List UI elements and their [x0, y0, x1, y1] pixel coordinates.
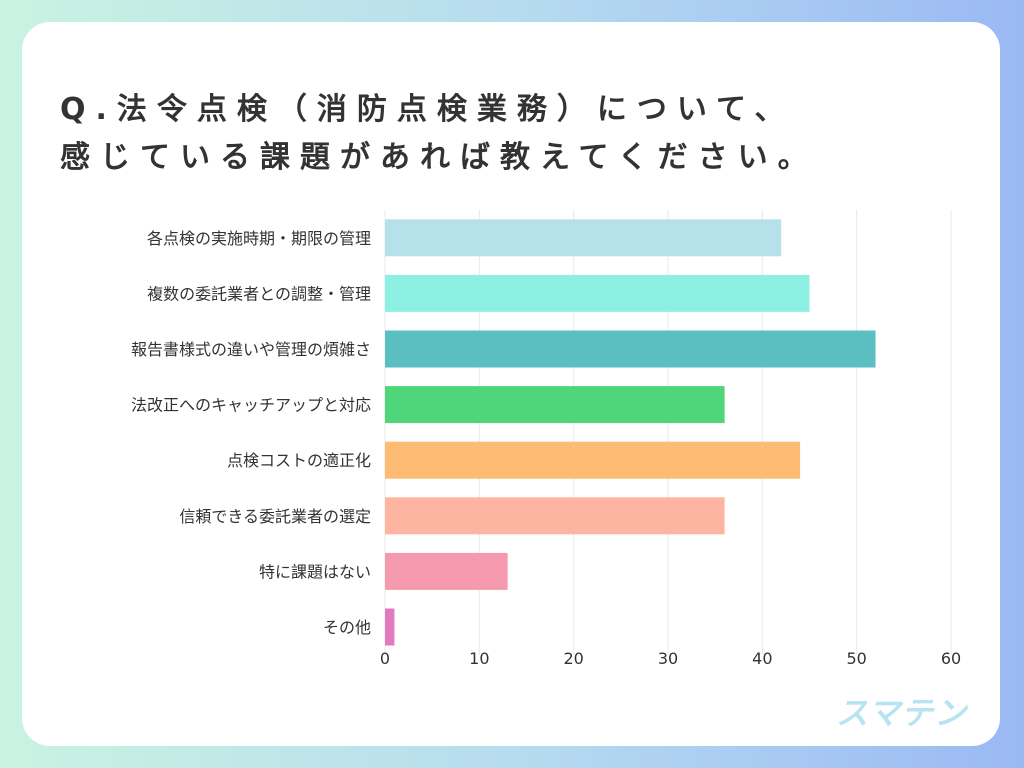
- bar: [385, 497, 725, 535]
- bar: [385, 441, 801, 479]
- category-label: 複数の委託業者との調整・管理: [147, 284, 371, 303]
- category-label: 法改正へのキャッチアップと対応: [131, 396, 371, 415]
- category-label: 信頼できる委託業者の選定: [179, 507, 371, 526]
- card-background: [22, 22, 1000, 746]
- x-tick-label: 40: [752, 649, 772, 668]
- bar: [385, 274, 810, 312]
- x-tick-label: 30: [658, 649, 678, 668]
- category-label: 報告書様式の違いや管理の煩雑さ: [131, 340, 371, 359]
- category-label: 点検コストの適正化: [227, 451, 371, 470]
- x-tick-label: 50: [846, 649, 866, 668]
- bar: [385, 552, 508, 590]
- category-label: 特に課題はない: [259, 562, 371, 581]
- bar: [385, 219, 782, 257]
- category-label: 各点検の実施時期・期限の管理: [147, 229, 371, 248]
- title-line-2: 感じている課題があれば教えてください。: [60, 140, 818, 175]
- x-tick-label: 0: [380, 649, 390, 668]
- title-line-1: Q.法令点検（消防点検業務）について、: [60, 92, 795, 127]
- bar: [385, 386, 725, 424]
- category-label: その他: [323, 618, 371, 637]
- bar: [385, 608, 395, 646]
- bar: [385, 330, 876, 368]
- x-tick-label: 10: [469, 649, 489, 668]
- question-title: Q.法令点検（消防点検業務）について、 感じている課題があれば教えてください。: [60, 86, 960, 182]
- x-tick-label: 20: [563, 649, 583, 668]
- x-tick-label: 60: [941, 649, 961, 668]
- brand-logo: スマテン: [836, 694, 968, 732]
